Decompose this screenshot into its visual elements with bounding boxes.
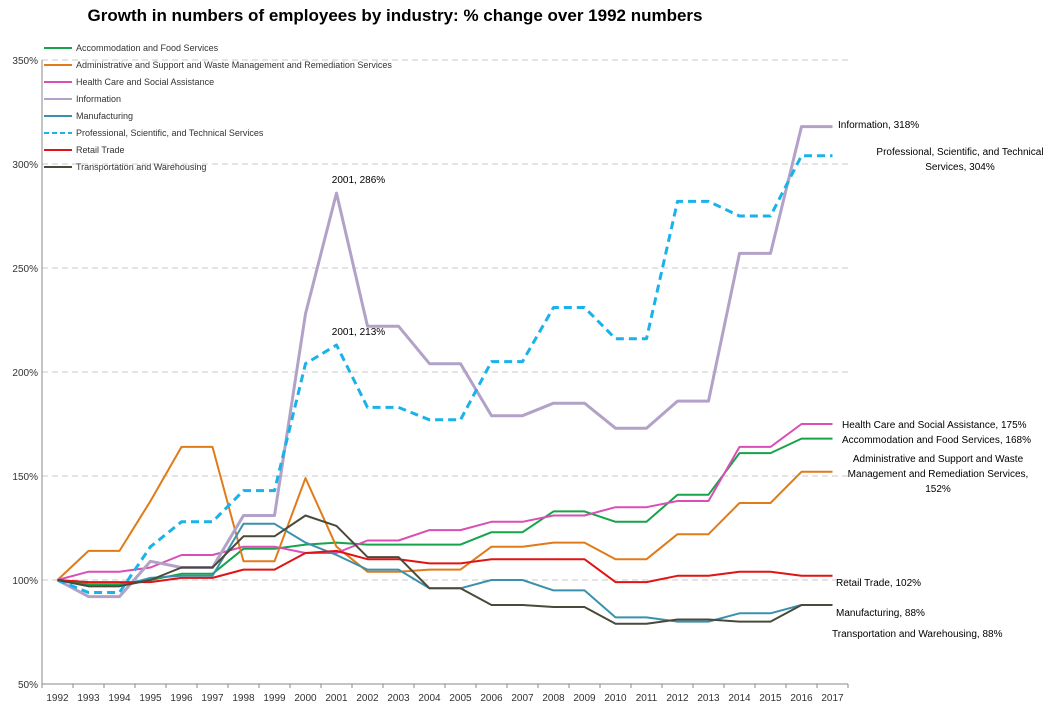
x-tick-label: 2000 [294,693,317,704]
x-tick-label: 2017 [821,693,844,704]
end-label: Retail Trade, 102% [836,578,921,589]
series-line-accommodation-and-food-services [57,437,833,586]
x-tick-label: 1999 [263,693,286,704]
x-tick-label: 2015 [759,693,782,704]
y-tick-label: 250% [12,264,38,275]
series-line-retail-trade [57,549,833,584]
x-tick-label: 2009 [573,693,596,704]
data-label: 2001, 213% [332,327,385,338]
end-label: Transportation and Warehousing, 88% [832,629,1003,640]
legend-entry: Administrative and Support and Waste Man… [76,60,392,70]
x-tick-label: 2016 [790,693,813,704]
legend-entry: Information [76,94,121,104]
end-label: Accommodation and Food Services, 168% [842,435,1031,446]
chart-title: Growth in numbers of employees by indust… [87,6,703,25]
data-label: 2001, 286% [332,175,385,186]
end-label: Services, 304% [925,162,995,173]
y-tick-label: 350% [12,56,38,67]
legend-entry: Transportation and Warehousing [76,162,206,172]
end-label: Administrative and Support and Waste [853,454,1024,465]
end-label: Professional, Scientific, and Technical [876,147,1043,158]
legend-entry: Accommodation and Food Services [76,43,219,53]
x-tick-label: 2003 [387,693,410,704]
x-tick-label: 1994 [108,693,131,704]
series-line-professional-scientific-and-technical-services [56,154,833,594]
x-tick-label: 2004 [418,693,441,704]
legend-entry: Manufacturing [76,111,133,121]
x-tick-label: 2005 [449,693,472,704]
y-tick-label: 100% [12,576,38,587]
end-label: Manufacturing, 88% [836,608,925,619]
x-tick-label: 2006 [480,693,503,704]
y-tick-label: 200% [12,368,38,379]
series-line-manufacturing [57,522,833,623]
end-label: Health Care and Social Assistance, 175% [842,420,1027,431]
y-tick-label: 150% [12,472,38,483]
x-tick-label: 1993 [77,693,100,704]
series-line-health-care-and-social-assistance [57,423,833,581]
legend-entry: Retail Trade [76,145,125,155]
x-tick-label: 1996 [170,693,193,704]
x-tick-label: 2008 [542,693,565,704]
x-tick-label: 2014 [728,693,751,704]
x-tick-label: 2010 [604,693,627,704]
x-tick-label: 1997 [201,693,224,704]
x-tick-label: 2012 [666,693,689,704]
end-label: Management and Remediation Services, [848,469,1029,480]
end-label: Information, 318% [838,120,919,131]
end-label: 152% [925,484,951,495]
y-tick-label: 50% [18,680,38,691]
x-tick-label: 1995 [139,693,162,704]
x-tick-label: 1992 [46,693,69,704]
legend-entry: Health Care and Social Assistance [76,77,214,87]
x-tick-label: 2013 [697,693,720,704]
series-line-transportation-and-warehousing [57,514,833,625]
x-tick-label: 2002 [356,693,379,704]
y-tick-label: 300% [12,160,38,171]
x-tick-label: 2001 [325,693,348,704]
legend-entry: Professional, Scientific, and Technical … [76,128,264,138]
x-tick-label: 2007 [511,693,534,704]
series-line-administrative-and-support-and-waste-management-and-remediation-services [56,445,833,581]
x-tick-label: 1998 [232,693,255,704]
x-tick-label: 2011 [636,693,658,704]
